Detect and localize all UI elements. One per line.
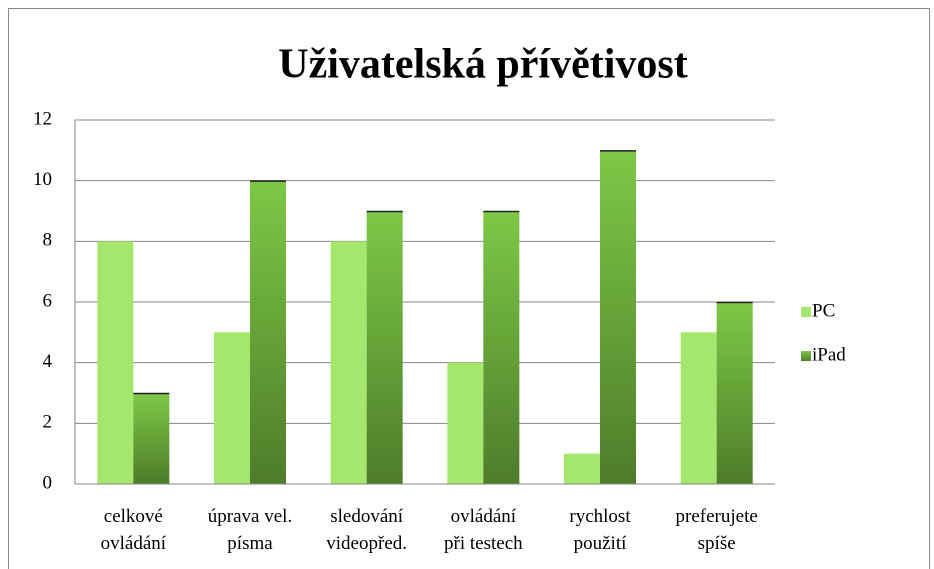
y-tick-label: 4 bbox=[43, 351, 53, 372]
bar-shade bbox=[250, 180, 286, 484]
legend-label: iPad bbox=[812, 344, 846, 365]
chart-frame bbox=[8, 8, 930, 569]
legend-swatch-shade bbox=[801, 351, 811, 361]
y-tick-label: 10 bbox=[33, 169, 52, 190]
bar-shade bbox=[600, 150, 636, 485]
bar bbox=[447, 362, 484, 484]
x-tick-label: preferujete spíše bbox=[675, 506, 758, 554]
bar bbox=[564, 453, 600, 484]
x-tick-label: sledování videopřed. bbox=[326, 506, 408, 554]
bar bbox=[97, 241, 134, 484]
bar-shade bbox=[716, 302, 753, 484]
x-tick-label: celkové ovládání bbox=[100, 506, 167, 554]
y-tick-label: 12 bbox=[33, 108, 52, 129]
y-tick-label: 0 bbox=[43, 472, 53, 493]
bar-shade bbox=[366, 211, 403, 484]
x-tick-label: ovládání při testech bbox=[444, 506, 523, 554]
bar-shade bbox=[133, 393, 170, 484]
bar bbox=[680, 332, 717, 484]
x-tick-label: úprava vel. písma bbox=[207, 506, 293, 554]
bar bbox=[214, 332, 250, 484]
y-tick-label: 2 bbox=[43, 412, 53, 433]
legend-label: PC bbox=[812, 300, 835, 321]
legend-swatch bbox=[801, 307, 811, 317]
y-tick-label: 6 bbox=[43, 290, 53, 311]
y-tick-label: 8 bbox=[43, 230, 53, 251]
chart-title: Uživatelská přívětivost bbox=[278, 42, 687, 88]
bar bbox=[330, 241, 367, 484]
bar-shade bbox=[483, 211, 520, 484]
x-tick-label: rychlost použití bbox=[569, 506, 631, 554]
